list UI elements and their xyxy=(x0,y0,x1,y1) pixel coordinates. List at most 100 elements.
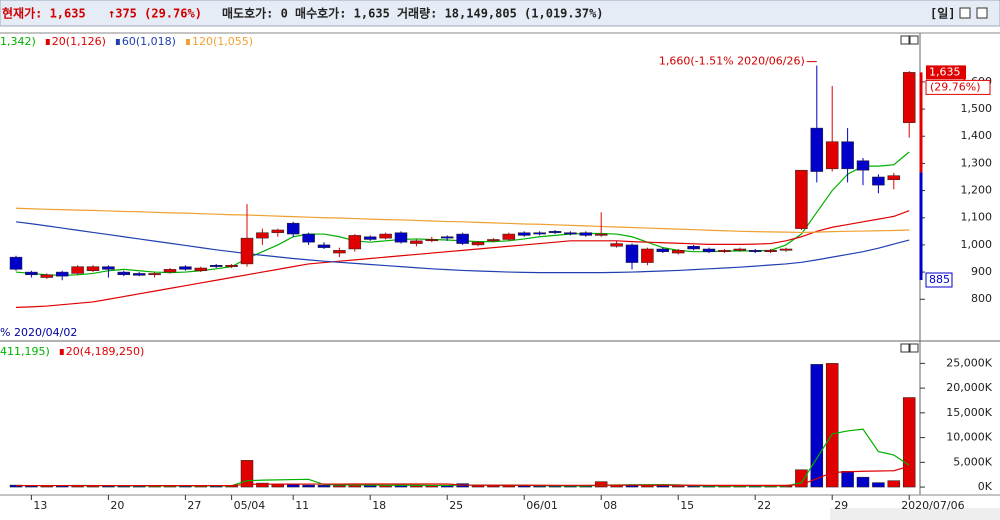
legend-entry: 120(1,055) xyxy=(192,35,253,48)
x-tick-label: 2020/07/06 xyxy=(901,499,964,512)
volume-bar xyxy=(841,470,854,488)
candle-body xyxy=(795,169,808,229)
y-tick-label: 25,000K xyxy=(946,356,992,369)
period-selector[interactable]: [일] xyxy=(930,7,956,21)
candle-body xyxy=(579,232,593,236)
candle-body xyxy=(564,232,577,235)
candle-body xyxy=(656,248,670,252)
y-tick-label: 1,200 xyxy=(961,184,993,197)
candle-body xyxy=(533,232,546,235)
last-change-label: (29.76%) xyxy=(930,80,981,93)
x-tick-label: 08 xyxy=(603,499,617,512)
legend-swatch xyxy=(45,39,50,45)
volume-bar xyxy=(671,485,685,488)
moving-average-line xyxy=(16,465,910,487)
y-tick-label: 15,000K xyxy=(946,406,992,419)
legend-swatch xyxy=(115,39,120,45)
x-tick-label: 06/01 xyxy=(526,499,558,512)
candle-body xyxy=(764,250,777,252)
candle-body xyxy=(825,141,839,170)
legend-swatch xyxy=(185,39,190,45)
panel-button[interactable] xyxy=(909,35,919,45)
volume-bar xyxy=(594,481,608,488)
min-price-label: 885 xyxy=(929,273,950,286)
quote-info: 매도호가: 0 매수호가: 1,635 거래량: 18,149,805 (1,0… xyxy=(222,6,604,21)
candle-body xyxy=(71,266,84,274)
legend-entry: 411,195) xyxy=(0,345,50,358)
y-tick-label: 800 xyxy=(971,292,992,305)
candle-body xyxy=(687,246,700,250)
legend-entry: 60(1,018) xyxy=(122,35,176,48)
volume-bar xyxy=(317,485,331,488)
candle-body xyxy=(394,232,408,243)
min-price-box xyxy=(925,272,953,288)
candle-body xyxy=(256,232,269,239)
candle-body xyxy=(718,250,731,252)
candle-body xyxy=(887,175,901,180)
y-tick-label: 1,500 xyxy=(961,102,993,115)
volume-bar xyxy=(810,364,824,488)
candle-body xyxy=(333,250,346,254)
x-tick-label: 11 xyxy=(295,499,309,512)
candle-body xyxy=(502,233,516,240)
y-tick-label: 5,000K xyxy=(953,455,992,468)
header-bar xyxy=(0,0,1000,27)
volume-bar xyxy=(887,480,901,488)
y-tick-label: 900 xyxy=(971,265,992,278)
candle-body xyxy=(548,231,562,233)
candle-body xyxy=(641,248,654,263)
legend-entry: 1,342) xyxy=(0,35,36,48)
candle-body xyxy=(856,160,870,171)
candle-body xyxy=(748,250,762,252)
candle-body xyxy=(517,232,531,236)
scroll-bar[interactable] xyxy=(830,508,1000,520)
panel-button[interactable] xyxy=(900,343,910,353)
volume-bar xyxy=(240,460,254,488)
high-annotation: 1,660(-1.51% 2020/06/26) xyxy=(659,55,805,68)
x-tick-label: 29 xyxy=(834,499,848,512)
candle-body xyxy=(286,222,300,235)
last-price-label: 1,635 xyxy=(929,65,961,78)
y-tick-label: 1,000 xyxy=(961,238,993,251)
candle-body xyxy=(594,233,608,236)
close-button[interactable] xyxy=(976,7,988,19)
last-price-box xyxy=(926,65,966,80)
candle-body xyxy=(240,237,254,265)
y-tick-label: 1,100 xyxy=(961,211,993,224)
volume-bar xyxy=(825,363,839,488)
y-tick-label: 10,000K xyxy=(946,431,992,444)
moving-average-line xyxy=(15,221,910,274)
panel-button[interactable] xyxy=(900,35,910,45)
candle-body xyxy=(194,267,208,271)
candle-body xyxy=(610,243,623,247)
price-change: ↑375 (29.76%) xyxy=(108,7,202,21)
x-tick-label: 18 xyxy=(372,499,386,512)
candle-body xyxy=(25,271,38,276)
candle-body xyxy=(55,271,69,277)
y-tick-label: 1,400 xyxy=(961,129,993,142)
volume-bar xyxy=(872,482,885,488)
volume-bar xyxy=(363,485,377,488)
minimize-button[interactable] xyxy=(959,7,971,19)
candle-body xyxy=(40,274,54,278)
volume-bar xyxy=(856,476,870,488)
legend-entry: 20(1,126) xyxy=(52,35,106,48)
candle-body xyxy=(841,141,854,170)
moving-average-line xyxy=(15,207,910,234)
candle-body xyxy=(625,244,639,263)
candle-body xyxy=(363,236,377,240)
x-tick-label: 05/04 xyxy=(234,499,266,512)
x-tick-label: 25 xyxy=(449,499,463,512)
volume-bar xyxy=(902,397,916,488)
last-change-box xyxy=(925,79,991,95)
legend-swatch xyxy=(59,349,64,355)
candle-body xyxy=(9,256,23,270)
candle-body xyxy=(425,239,439,242)
candle-body xyxy=(779,248,793,251)
panel-button[interactable] xyxy=(909,343,919,353)
volume-bar xyxy=(302,484,315,488)
volume-bar xyxy=(271,484,285,488)
volume-bar xyxy=(656,485,670,488)
volume-bar xyxy=(471,485,485,488)
